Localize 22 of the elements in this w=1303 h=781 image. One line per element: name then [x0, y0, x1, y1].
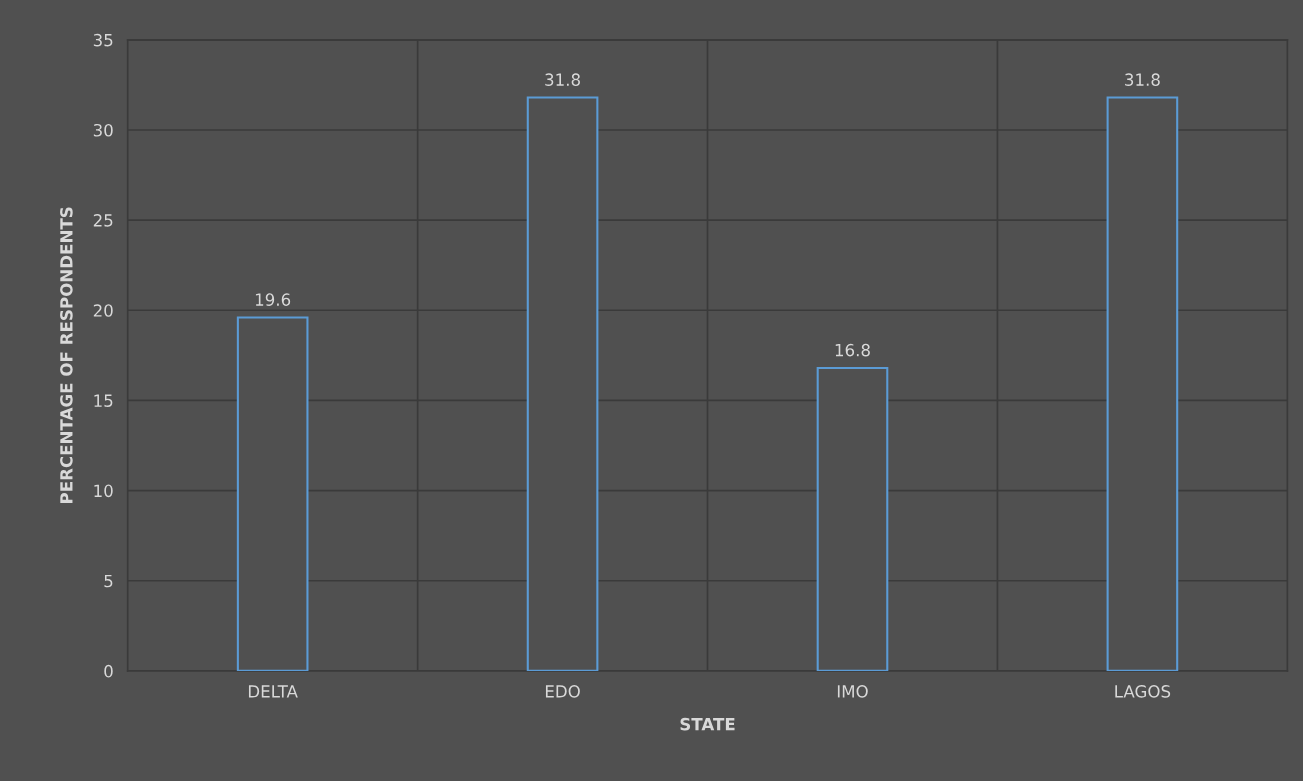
data-label: 31.8 [1125, 73, 1160, 86]
y-axis-title: PERCENTAGE OF RESPONDENTS [60, 207, 73, 503]
x-tick-label: DELTA [248, 685, 298, 698]
x-tick-label: LAGOS [1115, 685, 1171, 698]
x-tick-label: EDO [545, 685, 580, 698]
bar [816, 366, 889, 671]
bar [526, 96, 599, 671]
data-label: 31.8 [545, 73, 580, 86]
y-tick-label: 20 [93, 304, 113, 317]
y-tick-label: 5 [104, 574, 113, 588]
data-label: 19.6 [255, 293, 291, 306]
y-tick-label: 25 [93, 214, 113, 227]
y-tick-label: 10 [94, 484, 113, 498]
bar [236, 316, 309, 671]
y-tick-label: 35 [93, 33, 113, 47]
y-tick-label: 15 [94, 394, 113, 407]
x-axis-title: STATE [680, 717, 735, 731]
y-tick-label: 0 [104, 664, 113, 678]
data-label: 16.8 [835, 343, 870, 357]
y-tick-label: 30 [93, 123, 113, 137]
bar [1106, 96, 1179, 671]
x-tick-label: IMO [837, 685, 868, 698]
